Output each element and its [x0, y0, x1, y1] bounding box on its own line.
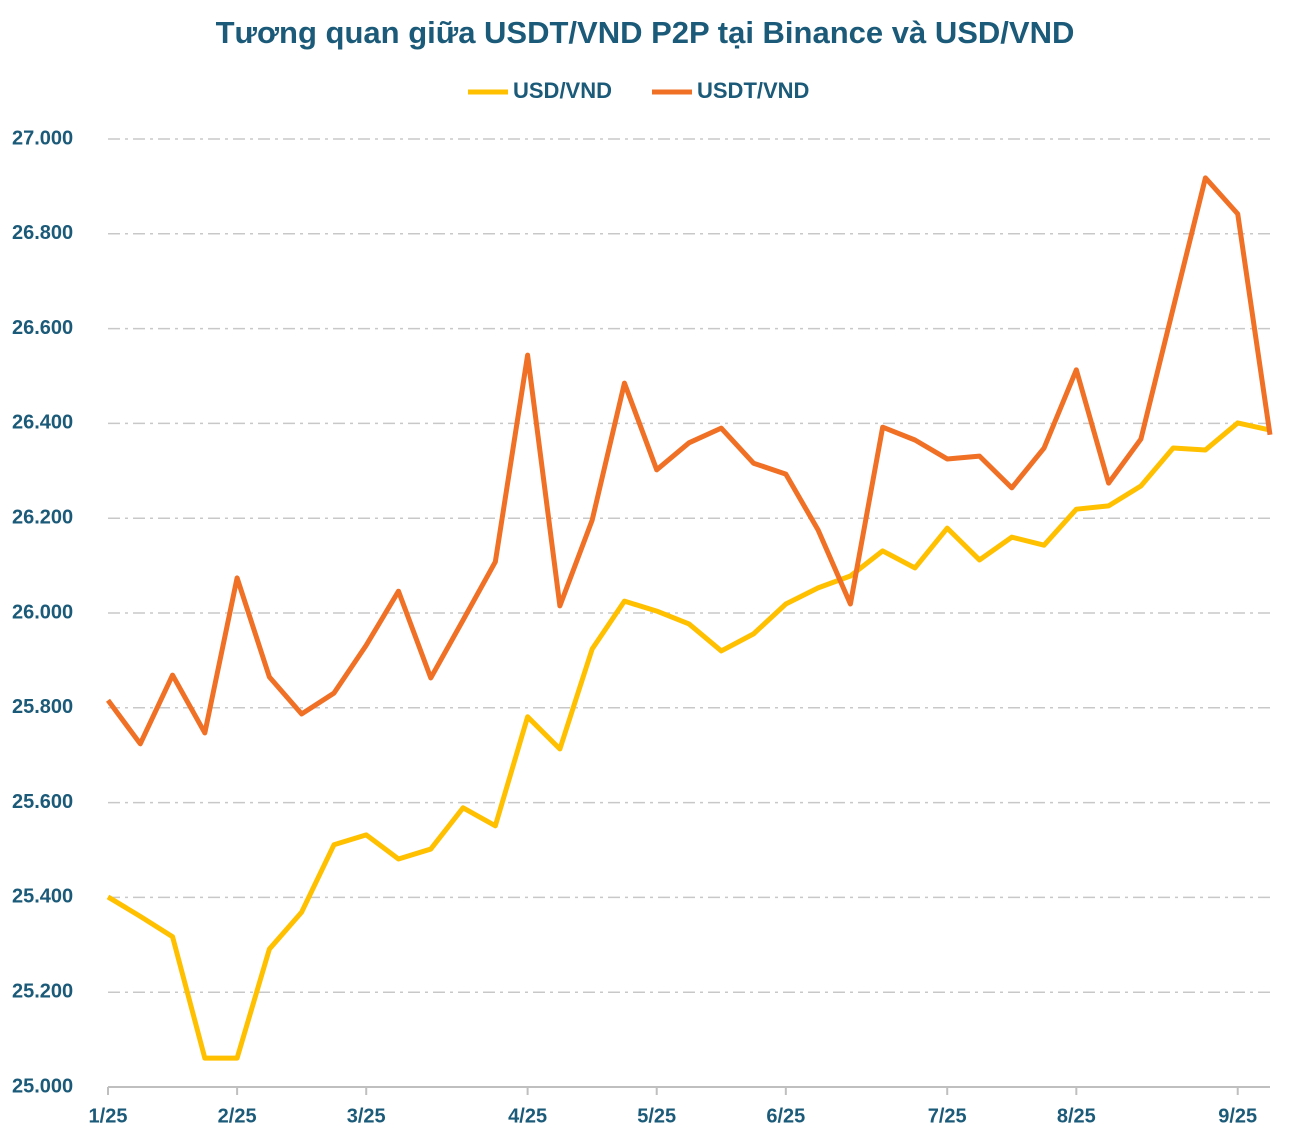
series-line: [105, 175, 1273, 747]
x-tick-label: 6/25: [766, 1105, 805, 1127]
y-tick-label: 26.400: [12, 412, 73, 434]
legend-label: USDT/VND: [697, 78, 809, 103]
x-tick-label: 7/25: [928, 1105, 967, 1127]
x-tick-label: 3/25: [347, 1105, 386, 1127]
x-tick-label: 5/25: [637, 1105, 676, 1127]
legend-label: USD/VND: [513, 78, 612, 103]
chart-title: Tương quan giữa USDT/VND P2P tại Binance…: [216, 15, 1075, 50]
y-tick-label: 25.200: [12, 980, 73, 1002]
x-tick-label: 1/25: [89, 1105, 128, 1127]
y-tick-label: 25.800: [12, 696, 73, 718]
y-tick-label: 27.000: [12, 127, 73, 149]
x-tick-label: 4/25: [508, 1105, 547, 1127]
y-tick-label: 25.400: [12, 886, 73, 908]
y-tick-label: 26.000: [12, 601, 73, 623]
x-tick-label: 9/25: [1218, 1105, 1257, 1127]
series-line: [106, 420, 1271, 1061]
y-tick-label: 26.600: [12, 317, 73, 339]
x-tick-label: 2/25: [218, 1105, 257, 1127]
x-tick-label: 8/25: [1057, 1105, 1096, 1127]
y-tick-label: 26.200: [12, 506, 73, 528]
y-tick-label: 25.000: [12, 1075, 73, 1097]
y-tick-label: 25.600: [12, 791, 73, 813]
y-tick-label: 26.800: [12, 222, 73, 244]
